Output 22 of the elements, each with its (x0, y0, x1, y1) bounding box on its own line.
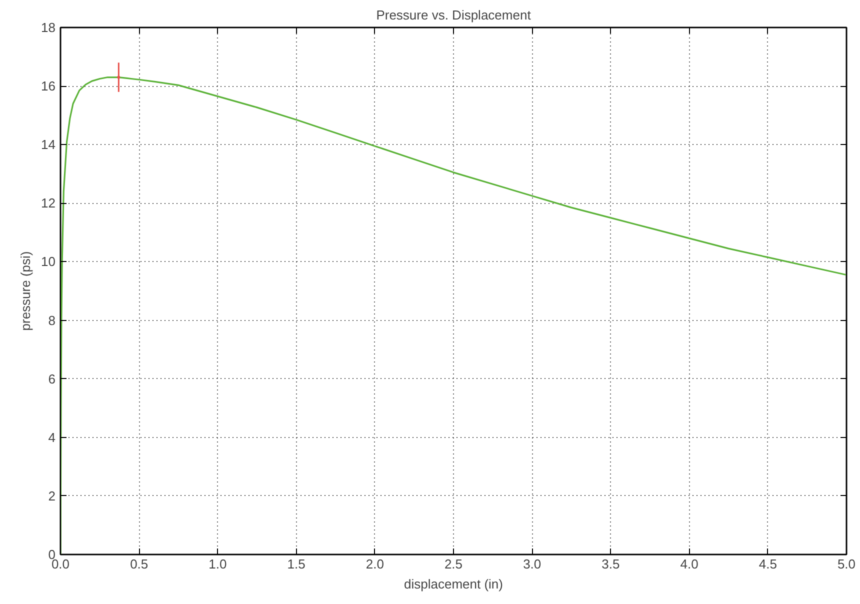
x-tick-label: 4.0 (680, 556, 698, 572)
y-tick-label: 4 (48, 430, 56, 445)
x-axis-title: displacement (in) (404, 576, 504, 592)
x-tick-label: 5.0 (837, 556, 856, 572)
y-tick-label: 14 (41, 137, 56, 152)
y-tick-label: 16 (41, 78, 56, 94)
x-tick-label: 1.5 (287, 556, 306, 572)
y-tick-label: 6 (48, 371, 56, 386)
y-tick-label: 12 (41, 196, 56, 211)
x-tick-label: 2.0 (366, 556, 384, 572)
x-tick-label: 0.5 (130, 556, 148, 572)
x-tick-label: 1.0 (208, 556, 227, 572)
y-tick-label: 8 (48, 312, 56, 328)
chart-title: Pressure vs. Displacement (376, 8, 532, 22)
x-tick-label: 3.5 (602, 556, 620, 572)
y-axis-title: pressure (psi) (18, 251, 34, 331)
y-tick-label: 10 (41, 254, 56, 270)
y-tick-label: 18 (41, 20, 56, 35)
x-tick-label: 3.0 (523, 556, 542, 572)
x-tick-label: 4.5 (758, 556, 777, 572)
x-tick-label: 2.5 (444, 556, 463, 572)
y-tick-label: 2 (48, 488, 56, 504)
